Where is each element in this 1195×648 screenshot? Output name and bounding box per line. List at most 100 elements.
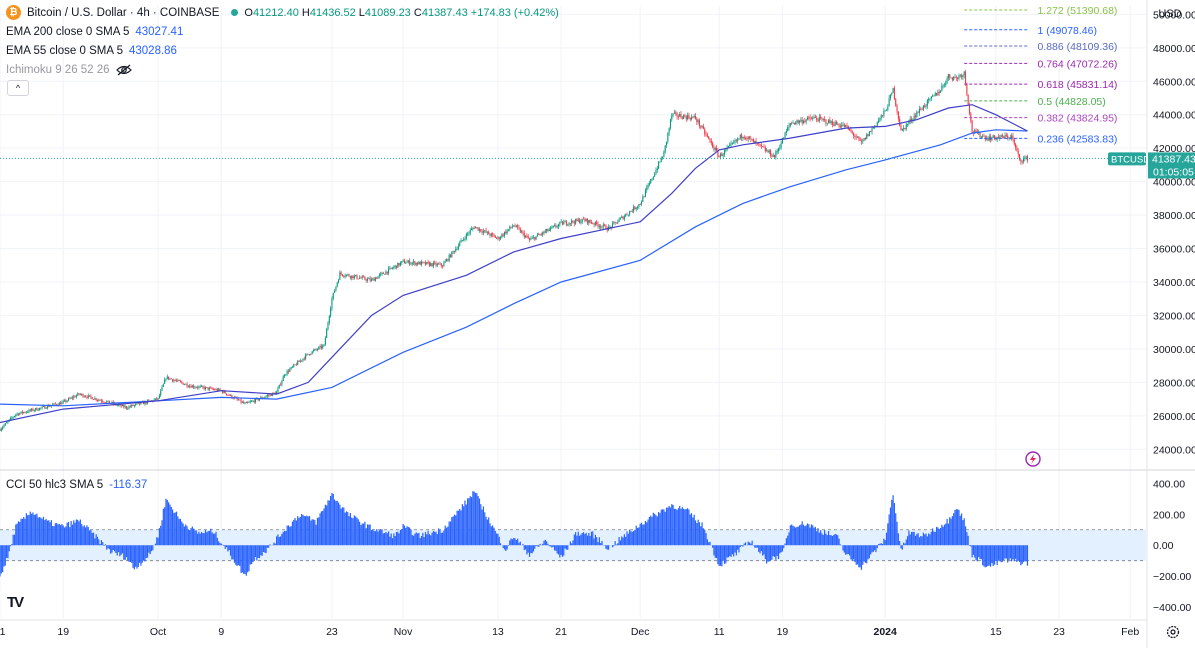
candle-body [959, 75, 961, 77]
candle-body [28, 409, 30, 413]
candle-body [11, 417, 13, 419]
candle-body [909, 118, 911, 122]
candle-body [625, 214, 627, 217]
cci-bar [726, 545, 728, 558]
tradingview-logo-icon[interactable]: TV [7, 594, 24, 611]
ema200-legend[interactable]: EMA 200 close 0 SMA 5 43027.41 [6, 22, 559, 41]
candle-body [186, 383, 188, 387]
candle-body [96, 400, 99, 401]
candle-body [1003, 136, 1005, 139]
lightning-alert-icon[interactable] [1025, 451, 1041, 467]
candle-body [254, 398, 257, 403]
candle-body [322, 345, 324, 348]
price-tick-label: 46000.00 [1153, 76, 1195, 88]
candle-body [834, 121, 836, 126]
candle-body [585, 218, 587, 221]
cci-bar [401, 529, 403, 546]
candle-body [476, 227, 478, 229]
candle-body [501, 234, 503, 238]
candle-body [835, 121, 837, 125]
time-tick-label: Feb [1121, 626, 1139, 638]
candle-body [66, 400, 68, 402]
cci-bar [942, 526, 944, 546]
candle-body [389, 267, 391, 269]
candle-body [758, 143, 760, 145]
candle-body [311, 351, 313, 354]
candle-body [456, 248, 458, 250]
candle-body [301, 360, 303, 362]
cci-bar [409, 527, 411, 546]
candle-body [174, 380, 176, 382]
candle-body [813, 116, 815, 118]
candle-body [664, 145, 666, 152]
cci-bar [1024, 545, 1026, 562]
candle-body [341, 274, 344, 276]
cci-bar [499, 543, 502, 546]
candle-body [750, 138, 752, 140]
symbol-title[interactable]: Bitcoin / U.S. Dollar · 4h · COINBASE [27, 6, 220, 19]
cci-bar [767, 545, 769, 562]
currency-button[interactable]: USD [1158, 8, 1182, 20]
candle-body [156, 398, 158, 400]
candle-body [763, 146, 765, 148]
cci-bar [232, 545, 234, 560]
cci-bar [434, 531, 436, 546]
cci-bar [945, 523, 947, 546]
candle-body [253, 400, 255, 403]
candle-body [310, 353, 312, 355]
cci-bar [775, 545, 777, 560]
candle-body [403, 260, 405, 264]
candle-body [165, 378, 167, 380]
ichimoku-legend[interactable]: Ichimoku 9 26 52 26 [6, 60, 559, 79]
cci-legend[interactable]: CCI 50 hlc3 SMA 5 -116.37 [6, 475, 147, 494]
candle-body [19, 413, 21, 415]
candle-body [316, 349, 319, 351]
candle-body [231, 394, 233, 398]
cci-bar [556, 545, 558, 554]
cci-bar [178, 518, 180, 546]
cci-bar [781, 545, 784, 552]
cci-bar [157, 537, 159, 546]
candle-body [315, 349, 317, 350]
candle-body [843, 124, 845, 127]
candle-body [48, 405, 50, 407]
candle-body [733, 142, 735, 144]
cci-bar [285, 531, 287, 546]
candle-body [312, 350, 315, 352]
cci-bar [762, 545, 764, 556]
collapse-legend-button[interactable]: ^ [7, 80, 29, 96]
candle-body [602, 224, 604, 227]
ema55-legend[interactable]: EMA 55 close 0 SMA 5 43028.86 [6, 41, 559, 60]
candle-body [468, 233, 470, 234]
candles-group [0, 69, 1028, 432]
candle-body [746, 138, 748, 140]
candle-body [954, 76, 956, 78]
cci-bar [937, 527, 939, 546]
cci-bar [904, 543, 906, 546]
settings-gear-icon[interactable] [1166, 625, 1180, 639]
cci-bar [376, 529, 378, 546]
cci-bar [177, 516, 179, 546]
cci-bar [705, 533, 707, 546]
candle-body [438, 263, 440, 265]
candle-body [336, 282, 338, 287]
candle-body [116, 404, 118, 406]
candle-body [539, 234, 541, 236]
candle-body [424, 262, 427, 265]
candle-body [94, 398, 96, 400]
cci-bar [821, 533, 823, 546]
cci-bar [735, 545, 737, 556]
candle-body [519, 228, 521, 233]
candle-body [124, 406, 126, 408]
cci-bar [148, 545, 150, 553]
candle-body [3, 425, 5, 428]
candle-body [518, 227, 520, 229]
candle-body [573, 222, 575, 224]
candle-body [427, 262, 429, 263]
candle-body [729, 144, 731, 147]
eye-hidden-icon[interactable] [115, 64, 132, 76]
candle-body [784, 132, 786, 138]
candle-body [770, 150, 772, 156]
candle-body [482, 231, 484, 233]
candle-body [528, 238, 531, 240]
